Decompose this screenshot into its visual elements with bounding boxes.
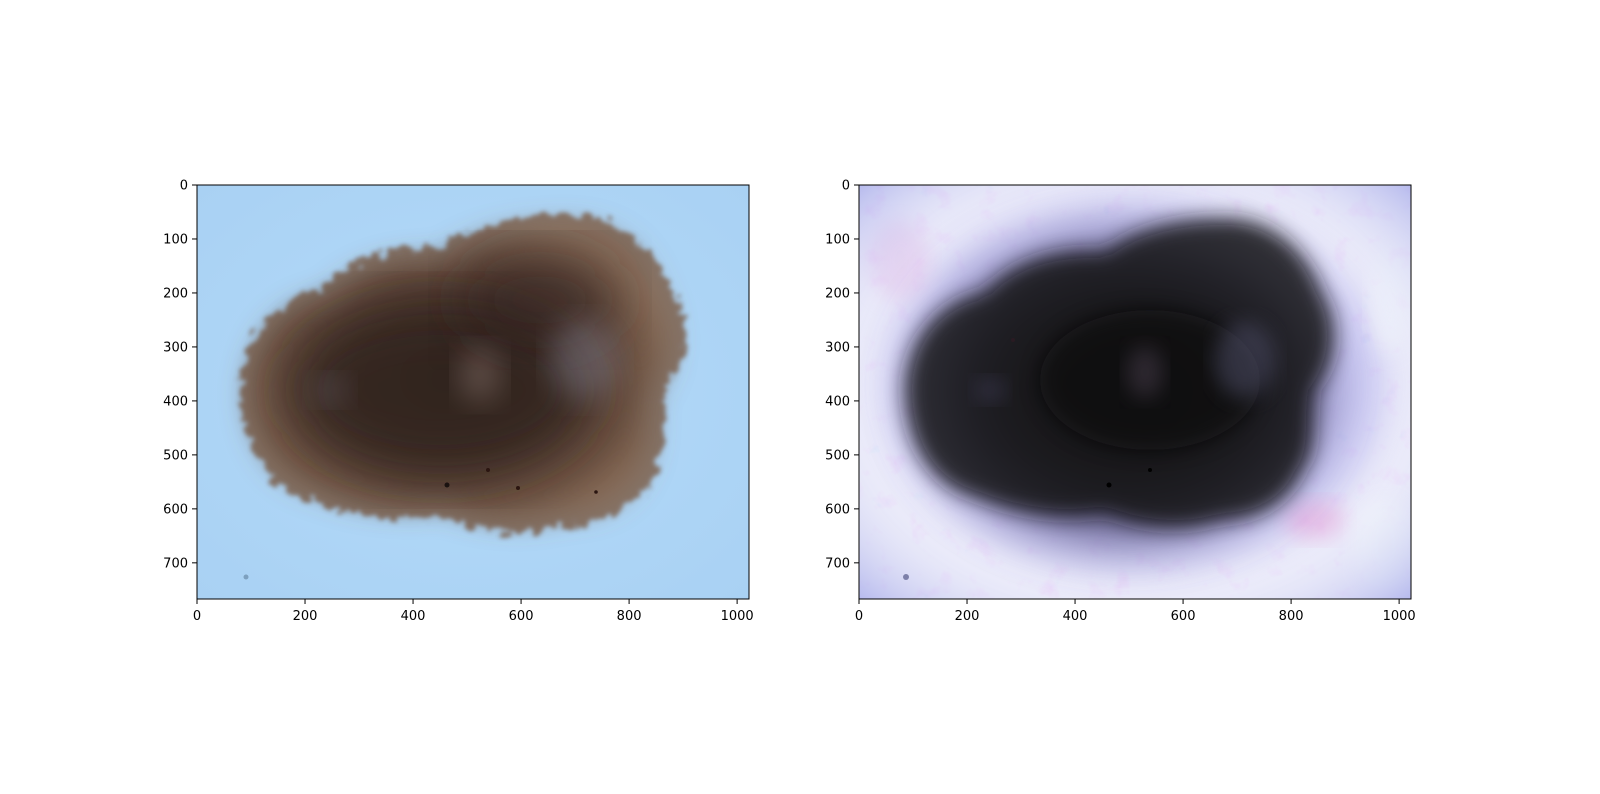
y-tick-label: 600 <box>825 502 850 517</box>
y-tick-label: 700 <box>163 556 188 571</box>
y-tick-label: 500 <box>825 448 850 463</box>
y-tick-label: 300 <box>163 340 188 355</box>
x-tick-label: 400 <box>1063 609 1088 624</box>
enhanced-image <box>859 185 1411 599</box>
x-tick-label: 1000 <box>1383 609 1416 624</box>
x-tick-label: 400 <box>401 609 426 624</box>
y-tick-label: 400 <box>163 394 188 409</box>
x-tick-label: 800 <box>617 609 642 624</box>
original-image <box>197 185 749 599</box>
y-tick-label: 700 <box>825 556 850 571</box>
x-tick-label: 600 <box>509 609 534 624</box>
y-tick-label: 0 <box>842 179 850 194</box>
panel-original: 0 200 400 600 800 1000 0 100 200 300 400 500 600 700 <box>163 179 753 625</box>
x-tick-label: 600 <box>1171 609 1196 624</box>
y-tick-label: 100 <box>825 232 850 247</box>
y-tick-label: 600 <box>163 502 188 517</box>
axes-frame-original <box>196 184 750 600</box>
x-tick-label: 200 <box>293 609 318 624</box>
x-tick-label: 0 <box>855 609 863 624</box>
panel-enhanced: 0 200 400 600 800 1000 0 100 200 300 400 500 600 700 <box>825 179 1415 625</box>
y-tick-label: 400 <box>825 394 850 409</box>
axes-ticks-enhanced: 0 200 400 600 800 1000 0 100 200 300 400 500 600 700 <box>825 179 1415 625</box>
y-tick-label: 300 <box>825 340 850 355</box>
y-tick-label: 200 <box>825 286 850 301</box>
axes-ticks-original: 0 200 400 600 800 1000 0 100 200 300 400 500 600 700 <box>163 179 753 625</box>
x-tick-label: 0 <box>193 609 201 624</box>
y-tick-label: 500 <box>163 448 188 463</box>
axes-frame-enhanced <box>858 184 1412 600</box>
y-tick-label: 0 <box>180 179 188 194</box>
x-tick-label: 800 <box>1279 609 1304 624</box>
x-tick-label: 1000 <box>721 609 754 624</box>
y-tick-label: 200 <box>163 286 188 301</box>
x-tick-label: 200 <box>955 609 980 624</box>
y-tick-label: 100 <box>163 232 188 247</box>
